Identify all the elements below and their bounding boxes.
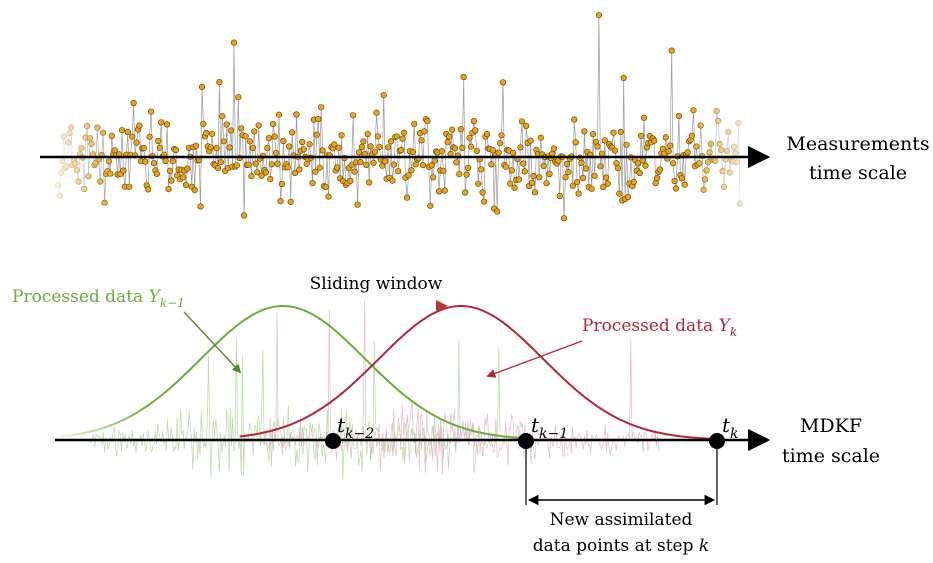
window-curve-curr [239,305,711,440]
processed-prev-pointer [183,311,242,374]
right-fade [690,0,750,260]
assimilated-label-line2: data points at step k [533,536,709,556]
sliding-window-label: Sliding window [310,274,443,294]
measurements-label-line2: time scale [809,162,907,184]
measurement-points [54,12,744,222]
processed-noise-prev [89,338,501,481]
time-label-k-2: tk−2 [337,413,374,442]
time-point-k [709,433,725,449]
assimilated-label-line1: New assimilated [550,510,693,530]
sliding-window-arrowhead [436,300,448,312]
time-label-k: tk [722,413,739,442]
time-point-k-1 [518,433,534,449]
processed-prev-label: Processed data Yk−1 [12,287,185,310]
processed-noise-curr [259,300,661,475]
time-point-k-2 [325,433,341,449]
measurements-label-line1: Measurements [786,133,929,155]
measurement-signal [57,15,741,219]
mdkf-label-line2: time scale [782,445,880,467]
processed-curr-pointer [486,340,583,378]
window-curve-prev [59,305,521,439]
left-fade [55,0,115,260]
mdkf-label-line1: MDKF [800,415,862,437]
processed-curr-label: Processed data Yk [582,316,737,339]
time-label-k-1: tk−1 [531,413,568,442]
